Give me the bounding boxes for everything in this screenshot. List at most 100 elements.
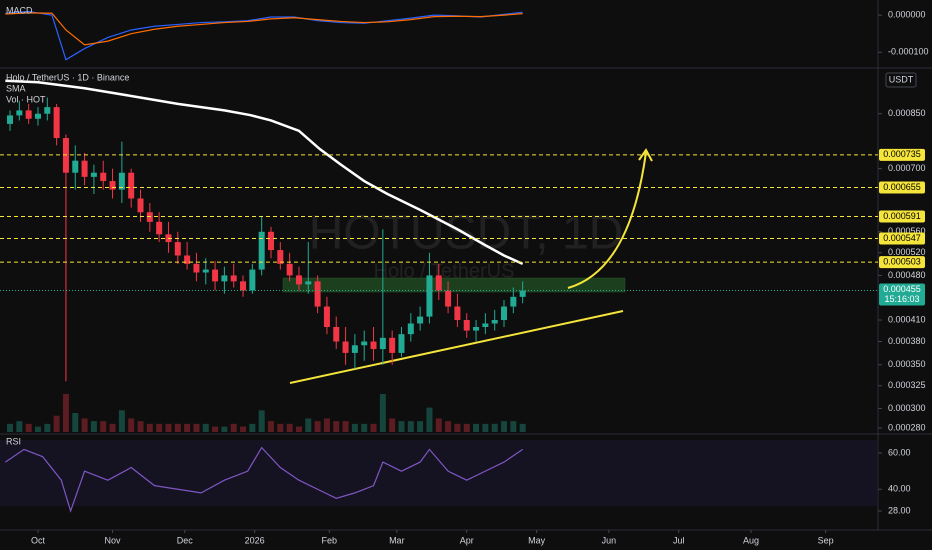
rsi-label: RSI: [6, 436, 21, 446]
x-tick-label: Dec: [177, 535, 194, 545]
volume-bar: [202, 423, 209, 432]
candle-body: [100, 172, 107, 182]
candle-body: [445, 290, 452, 307]
candle-body: [44, 107, 51, 114]
candle-body: [463, 320, 470, 331]
y-tick-label: 0.000520: [888, 247, 926, 257]
volume-bar: [146, 423, 153, 432]
volume-bar: [305, 418, 312, 432]
x-tick-label: 2026: [245, 535, 265, 545]
series-line: [5, 12, 523, 46]
candle-body: [407, 323, 414, 335]
volume-bar: [118, 410, 125, 432]
x-tick-label: Aug: [743, 535, 759, 545]
volume-bar: [389, 418, 396, 432]
macd-label: MACD: [6, 5, 33, 15]
candle-body: [361, 341, 368, 346]
y-tick-label: 0.000560: [888, 226, 926, 236]
x-tick-label: Mar: [389, 535, 405, 545]
volume-bar: [193, 423, 200, 432]
watermark-subtitle: Holo / TetherUS: [374, 260, 515, 282]
arrow-head: [638, 148, 653, 162]
level-label: 0.000503: [883, 257, 921, 267]
currency-box[interactable]: [885, 72, 917, 88]
x-tick-label: May: [528, 535, 546, 545]
x-tick-label: Oct: [31, 535, 46, 545]
candle-body: [137, 198, 144, 213]
volume-bar: [314, 421, 321, 432]
volume-bar: [398, 421, 405, 432]
candle-body: [389, 337, 396, 353]
volume-bar: [230, 423, 237, 432]
candle-body: [435, 275, 442, 291]
volume-bar: [53, 415, 60, 432]
trendline: [289, 310, 624, 384]
y-tick-label: 0.000280: [888, 422, 926, 432]
candle-body: [72, 160, 79, 173]
candle-body: [109, 181, 116, 190]
range-zone: [282, 277, 626, 293]
volume-bar: [286, 423, 293, 432]
volume-bar: [454, 423, 461, 432]
volume-bar: [221, 426, 228, 432]
level-label: 0.000655: [883, 182, 921, 192]
volume-bar: [212, 426, 219, 432]
candle-body: [7, 115, 14, 124]
volume-bar: [491, 423, 498, 432]
volume-bar: [463, 423, 470, 432]
candle-body: [333, 327, 340, 342]
candle-body: [16, 110, 23, 116]
x-tick-label: Apr: [460, 535, 474, 545]
volume-bar: [137, 421, 144, 432]
chart-title: Holo / TetherUS · 1D · Binance: [6, 72, 129, 82]
candle-body: [342, 341, 349, 353]
candle-body: [25, 110, 32, 119]
volume-bar: [445, 421, 452, 432]
candle-body: [240, 281, 247, 291]
volume-bar: [351, 423, 358, 432]
volume-bar: [174, 423, 181, 432]
candle-body: [267, 231, 274, 251]
volume-bar: [90, 421, 97, 432]
x-tick-label: Feb: [321, 535, 337, 545]
candle-body: [398, 334, 405, 353]
volume-bar: [156, 423, 163, 432]
volume-bar: [473, 423, 480, 432]
series-line: [5, 446, 523, 513]
volume-bar: [34, 426, 41, 432]
y-tick-label: 0.000410: [888, 314, 926, 324]
level-label-bg: [879, 181, 925, 194]
candle-body: [53, 107, 60, 139]
arrow: [567, 151, 647, 289]
candle-body: [249, 269, 256, 291]
x-tick-label: Jun: [602, 535, 617, 545]
y-tick-label: 0.000350: [888, 359, 926, 369]
volume-bar: [72, 413, 79, 432]
y-tick-label: 0.000380: [888, 336, 926, 346]
last-price-label: 0.000455: [883, 284, 921, 294]
candle-body: [314, 281, 321, 307]
candle-body: [184, 255, 191, 264]
candle-body: [491, 320, 498, 324]
candle-body: [34, 113, 41, 119]
candle-body: [258, 231, 265, 270]
candle-body: [426, 275, 433, 317]
candle-body: [277, 250, 284, 264]
level-label-bg: [879, 210, 925, 223]
level-label: 0.000735: [883, 149, 921, 159]
y-tick-label: 0.000850: [888, 108, 926, 118]
volume-bar: [267, 421, 274, 432]
volume-bar: [81, 418, 88, 432]
candle-body: [90, 172, 97, 177]
volume-bar: [295, 426, 302, 432]
candle-body: [295, 275, 302, 285]
candle-body: [417, 316, 424, 324]
currency[interactable]: USDT: [889, 74, 914, 84]
candle-body: [221, 275, 228, 282]
volume-bar: [258, 410, 265, 432]
y-tick-label: 0.000300: [888, 403, 926, 413]
volume-bar: [510, 421, 517, 432]
y-tick-label: -0.000100: [888, 47, 929, 57]
volume-bar: [165, 423, 172, 432]
